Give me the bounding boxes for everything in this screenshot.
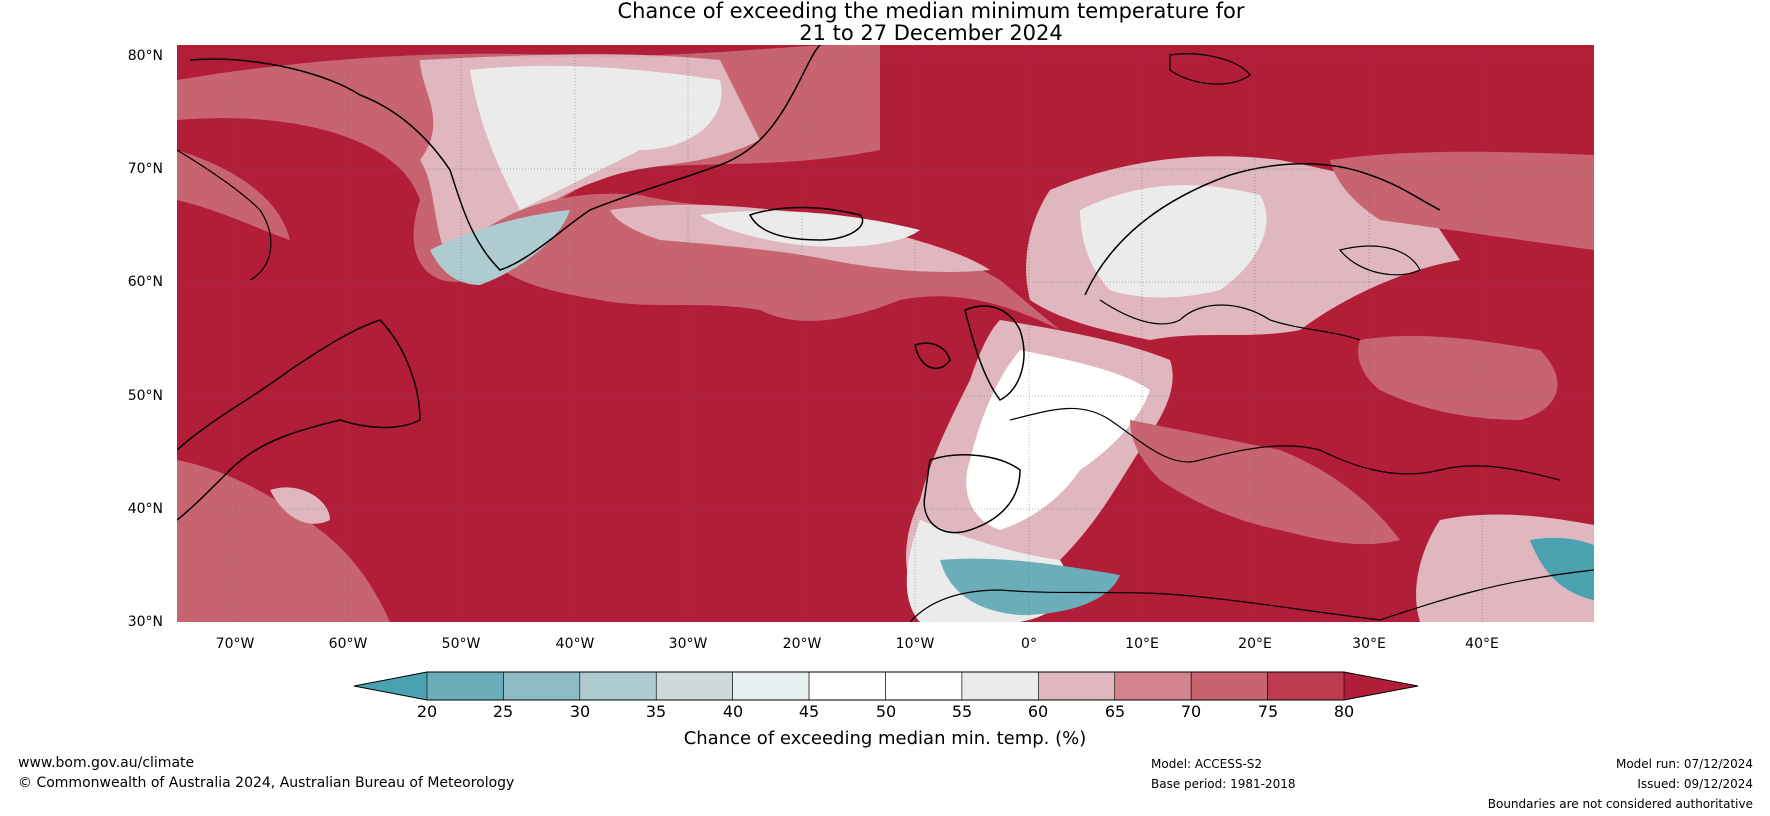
- colorbar-tick-65: 65: [1104, 702, 1126, 721]
- colorbar-segment: [1114, 671, 1192, 701]
- lon-label-50w: 50°W: [441, 636, 481, 652]
- colorbar-segment: [808, 671, 886, 701]
- colorbar-tick-45: 45: [798, 702, 820, 721]
- colorbar-tick-40: 40: [722, 702, 744, 721]
- colorbar-tick-50: 50: [875, 702, 897, 721]
- footer-disclaimer: Boundaries are not considered authoritat…: [1487, 797, 1753, 811]
- lat-label-70n: 70°N: [127, 161, 163, 177]
- lon-label-10w: 10°W: [895, 636, 935, 652]
- footer-model: Model: ACCESS-S2: [1151, 757, 1263, 771]
- colorbar-segment: [579, 671, 657, 701]
- colorbar-segment: [732, 671, 810, 701]
- colorbar-segment: [961, 671, 1039, 701]
- colorbar-tick-20: 20: [416, 702, 438, 721]
- lon-label-70w: 70°W: [215, 636, 255, 652]
- colorbar-segment: [1190, 671, 1268, 701]
- footer-model-run: Model run: 07/12/2024: [1615, 757, 1753, 771]
- lat-label-50n: 50°N: [127, 388, 163, 404]
- colorbar-tick-80: 80: [1333, 702, 1355, 721]
- lon-label-0: 0°: [1021, 636, 1037, 652]
- colorbar-outline: [353, 671, 1419, 701]
- lon-label-60w: 60°W: [328, 636, 368, 652]
- lon-label-20w: 20°W: [782, 636, 822, 652]
- colorbar-high-arrow: [1344, 672, 1418, 700]
- colorbar: [353, 671, 1419, 701]
- colorbar-label: Chance of exceeding median min. temp. (%…: [683, 728, 1087, 749]
- colorbar-tick-70: 70: [1180, 702, 1202, 721]
- colorbar-segment: [885, 671, 963, 701]
- chart-title-line2: 21 to 27 December 2024: [799, 21, 1063, 45]
- colorbar-tick-30: 30: [569, 702, 591, 721]
- colorbar-low-arrow: [354, 672, 427, 700]
- footer-issued: Issued: 09/12/2024: [1637, 777, 1753, 791]
- footer-copyright: © Commonwealth of Australia 2024, Austra…: [18, 775, 515, 791]
- lon-label-10e: 10°E: [1125, 636, 1159, 652]
- colorbar-tick-75: 75: [1257, 702, 1279, 721]
- colorbar-tick-35: 35: [645, 702, 667, 721]
- colorbar-segment: [426, 671, 504, 701]
- lon-label-30e: 30°E: [1352, 636, 1386, 652]
- footer-base-period: Base period: 1981-2018: [1151, 777, 1296, 791]
- chart-title-line1: Chance of exceeding the median minimum t…: [617, 0, 1245, 23]
- colorbar-segment: [1038, 671, 1116, 701]
- lat-label-80n: 80°N: [127, 48, 163, 64]
- colorbar-segment: [1267, 671, 1345, 701]
- lat-label-40n: 40°N: [127, 501, 163, 517]
- colorbar-tick-60: 60: [1027, 702, 1049, 721]
- colorbar-segment: [503, 671, 581, 701]
- lon-label-40e: 40°E: [1465, 636, 1499, 652]
- graticule: [177, 45, 1594, 622]
- lon-label-40w: 40°W: [555, 636, 595, 652]
- lat-label-30n: 30°N: [127, 614, 163, 630]
- map-field: [177, 45, 1594, 622]
- lat-label-60n: 60°N: [127, 274, 163, 290]
- colorbar-segment: [655, 671, 733, 701]
- colorbar-tick-55: 55: [951, 702, 973, 721]
- lon-label-30w: 30°W: [668, 636, 708, 652]
- footer-url: www.bom.gov.au/climate: [18, 755, 195, 771]
- lon-label-20e: 20°E: [1238, 636, 1272, 652]
- colorbar-tick-25: 25: [492, 702, 514, 721]
